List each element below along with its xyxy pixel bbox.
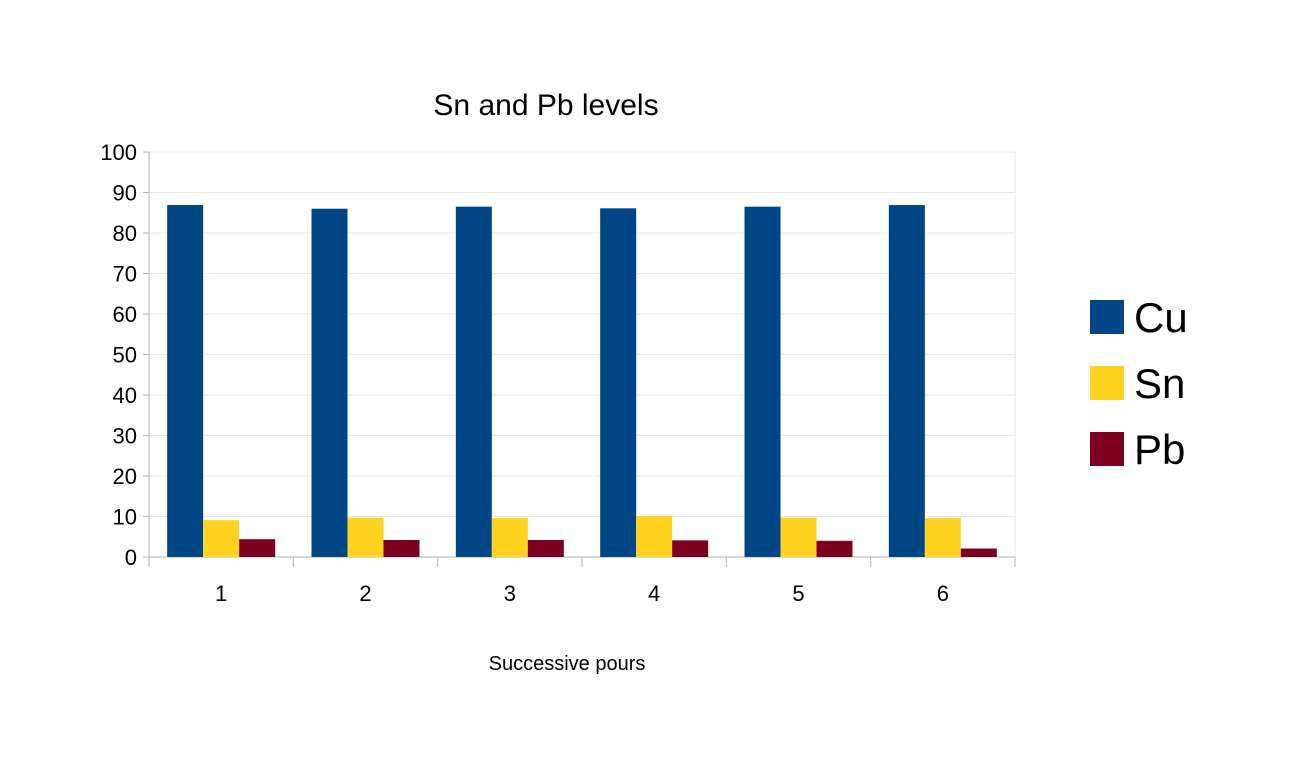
bar-sn-4	[636, 516, 673, 557]
legend-swatch-pb	[1090, 432, 1124, 466]
bar-pb-1	[239, 539, 276, 557]
y-tick-label: 60	[113, 302, 137, 327]
legend: Cu Sn Pb	[1090, 294, 1188, 473]
bar-cu-6	[888, 205, 925, 557]
bar-pb-5	[816, 540, 853, 557]
bar-sn-1	[203, 520, 240, 557]
bar-cu-3	[455, 206, 492, 558]
bar-pb-2	[383, 539, 420, 557]
x-tick-label: 3	[504, 581, 516, 606]
y-tick-label: 10	[113, 505, 137, 530]
y-tick-label: 0	[125, 545, 137, 570]
legend-swatch-cu	[1090, 300, 1124, 334]
y-tick-label: 100	[100, 140, 137, 165]
x-axis-label: Successive pours	[489, 653, 646, 675]
legend-label-cu: Cu	[1134, 294, 1188, 341]
y-axis: 0 10 20 30 40 50 60 70 80 90 100	[100, 140, 150, 570]
bar-cu-1	[167, 205, 204, 557]
y-tick-label: 50	[113, 343, 137, 368]
bar-pb-6	[960, 548, 997, 557]
x-tick-label: 5	[792, 581, 804, 606]
legend-swatch-sn	[1090, 366, 1124, 400]
x-tick-label: 2	[359, 581, 371, 606]
bars	[167, 205, 997, 558]
chart-title: Sn and Pb levels	[433, 89, 658, 122]
bar-sn-6	[924, 518, 961, 557]
x-tick-label: 6	[937, 581, 949, 606]
x-tick-label: 4	[648, 581, 660, 606]
bar-sn-3	[491, 518, 528, 557]
bar-cu-4	[600, 208, 637, 558]
legend-label-pb: Pb	[1134, 426, 1185, 473]
y-tick-label: 70	[113, 262, 137, 287]
bar-pb-4	[672, 540, 709, 557]
x-tick-label: 1	[215, 581, 227, 606]
bar-pb-3	[527, 539, 564, 557]
y-tick-label: 80	[113, 221, 137, 246]
y-tick-label: 90	[113, 181, 137, 206]
y-tick-label: 30	[113, 424, 137, 449]
legend-label-sn: Sn	[1134, 360, 1185, 407]
bar-cu-5	[744, 206, 781, 558]
gridlines	[149, 151, 1016, 558]
bar-sn-5	[780, 517, 817, 557]
bar-sn-2	[347, 517, 384, 557]
y-tick-label: 20	[113, 464, 137, 489]
y-tick-label: 40	[113, 383, 137, 408]
x-axis: 1 2 3 4 5 6	[148, 556, 1016, 606]
bar-cu-2	[311, 208, 348, 557]
